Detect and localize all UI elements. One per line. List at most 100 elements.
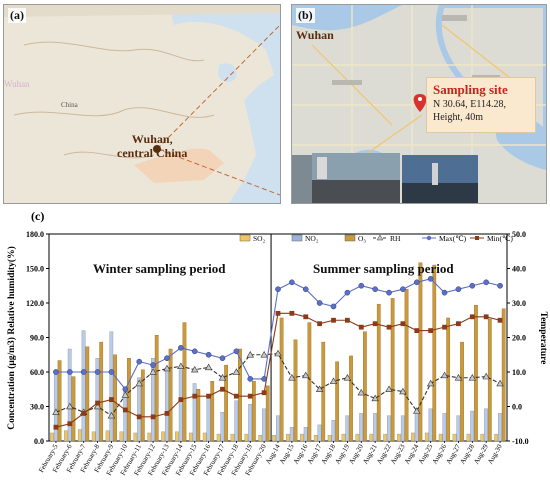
bar-so2 [397,433,401,442]
bar-no2 [387,415,391,442]
point-rh [302,371,310,379]
bar-so2 [175,431,179,442]
bar-so2 [272,435,276,442]
point-min-temp [67,421,73,427]
bar-so2 [300,433,304,442]
wuhan-map [292,5,546,203]
bar-o3 [376,303,381,442]
point-rh [468,373,477,381]
point-rh [413,407,421,414]
point-rh [385,385,393,392]
bar-so2 [77,429,82,442]
bar-so2 [230,433,235,442]
point-max-temp [441,289,448,296]
point-max-temp [108,369,115,375]
y-right-tick-label: 50.0 [512,230,526,239]
legend-label: RH [390,234,401,243]
bar-no2 [137,377,141,442]
point-min-temp [414,328,420,333]
point-min-temp [386,324,392,330]
bar-so2 [341,433,346,442]
point-max-temp [302,286,309,293]
point-rh [371,394,379,402]
y-right-tick-label: 0.0 [512,403,522,412]
point-max-temp [483,279,490,286]
bar-o3 [210,380,215,442]
bar-o3 [238,348,242,442]
point-rh [496,379,504,387]
bar-so2 [424,432,429,442]
point-rh [218,373,227,381]
bar-so2 [244,433,249,442]
point-min-temp [261,390,267,396]
point-min-temp [400,321,406,327]
bar-so2 [188,432,193,442]
bar-o3 [390,298,395,442]
bar-no2 [498,413,502,442]
point-max-temp [289,279,295,286]
point-rh [135,379,143,387]
bar-o3 [224,364,228,442]
point-min-temp [303,314,309,320]
point-max-temp [219,355,226,362]
panel-b-label: (b) [296,8,315,23]
bar-no2 [262,408,266,442]
legend-label: Min(℃) [487,234,513,243]
bar-no2 [109,331,114,442]
bar-so2 [91,431,96,442]
legend-label: Max(℃) [439,234,467,243]
legend-swatch [239,234,251,242]
panel-c-label: (c) [31,209,44,223]
y-left-tick-label: 0.0 [34,437,44,446]
china-map-label: China [61,101,79,109]
bar-so2 [147,432,152,442]
point-max-temp [177,345,184,351]
bar-no2 [373,413,377,442]
bar-o3 [307,322,312,442]
bar-o3 [460,341,464,442]
point-max-temp [386,289,392,296]
point-rh [204,363,213,371]
y-left-tick-label: 150.0 [26,265,44,274]
point-rh [260,350,268,358]
point-rh [482,372,490,380]
bar-o3 [127,357,131,442]
bar-o3 [432,264,437,442]
bar-o3 [293,339,298,442]
panel-a-label: (a) [8,8,26,23]
point-max-temp [150,362,156,368]
point-rh [399,387,407,395]
bar-o3 [418,262,423,442]
point-rh [177,362,185,369]
winter-period-label: Winter sampling period [93,261,226,276]
point-rh [232,368,241,375]
sampling-site-height: Height, 40m [433,112,483,123]
point-min-temp [178,397,184,402]
sampling-site-callout: Sampling site N 30.64, E114.28, Height, … [426,77,536,133]
point-min-temp [358,324,364,330]
point-rh [288,373,296,381]
bar-so2 [452,433,457,442]
point-max-temp [66,369,73,375]
point-min-temp [372,321,378,327]
legend-label: NO₂ [305,234,319,243]
bar-o3 [501,308,506,442]
point-max-temp [497,282,503,289]
point-min-temp [192,393,198,399]
bar-no2 [470,410,475,442]
point-rh [426,379,435,387]
china-map-panel: China Wuhan (a) Wuhan, central China [3,4,281,204]
bar-no2 [484,408,488,442]
wuhan-faint-label: Wuhan [4,79,30,89]
point-rh [66,402,74,410]
legend-label: SO₂ [253,234,266,243]
bar-o3 [349,355,353,442]
bar-o3 [182,322,187,442]
point-max-temp [233,348,240,355]
bar-o3 [363,331,367,442]
bar-so2 [202,432,207,442]
pollutant-timeseries-chart: (c) 0.0 30.0 60.0 90.0 120.0 150.0 180.0 -10.0 0… [0,205,550,494]
bar-no2 [192,383,197,442]
bar-so2 [369,433,374,442]
bar-no2 [81,330,86,442]
